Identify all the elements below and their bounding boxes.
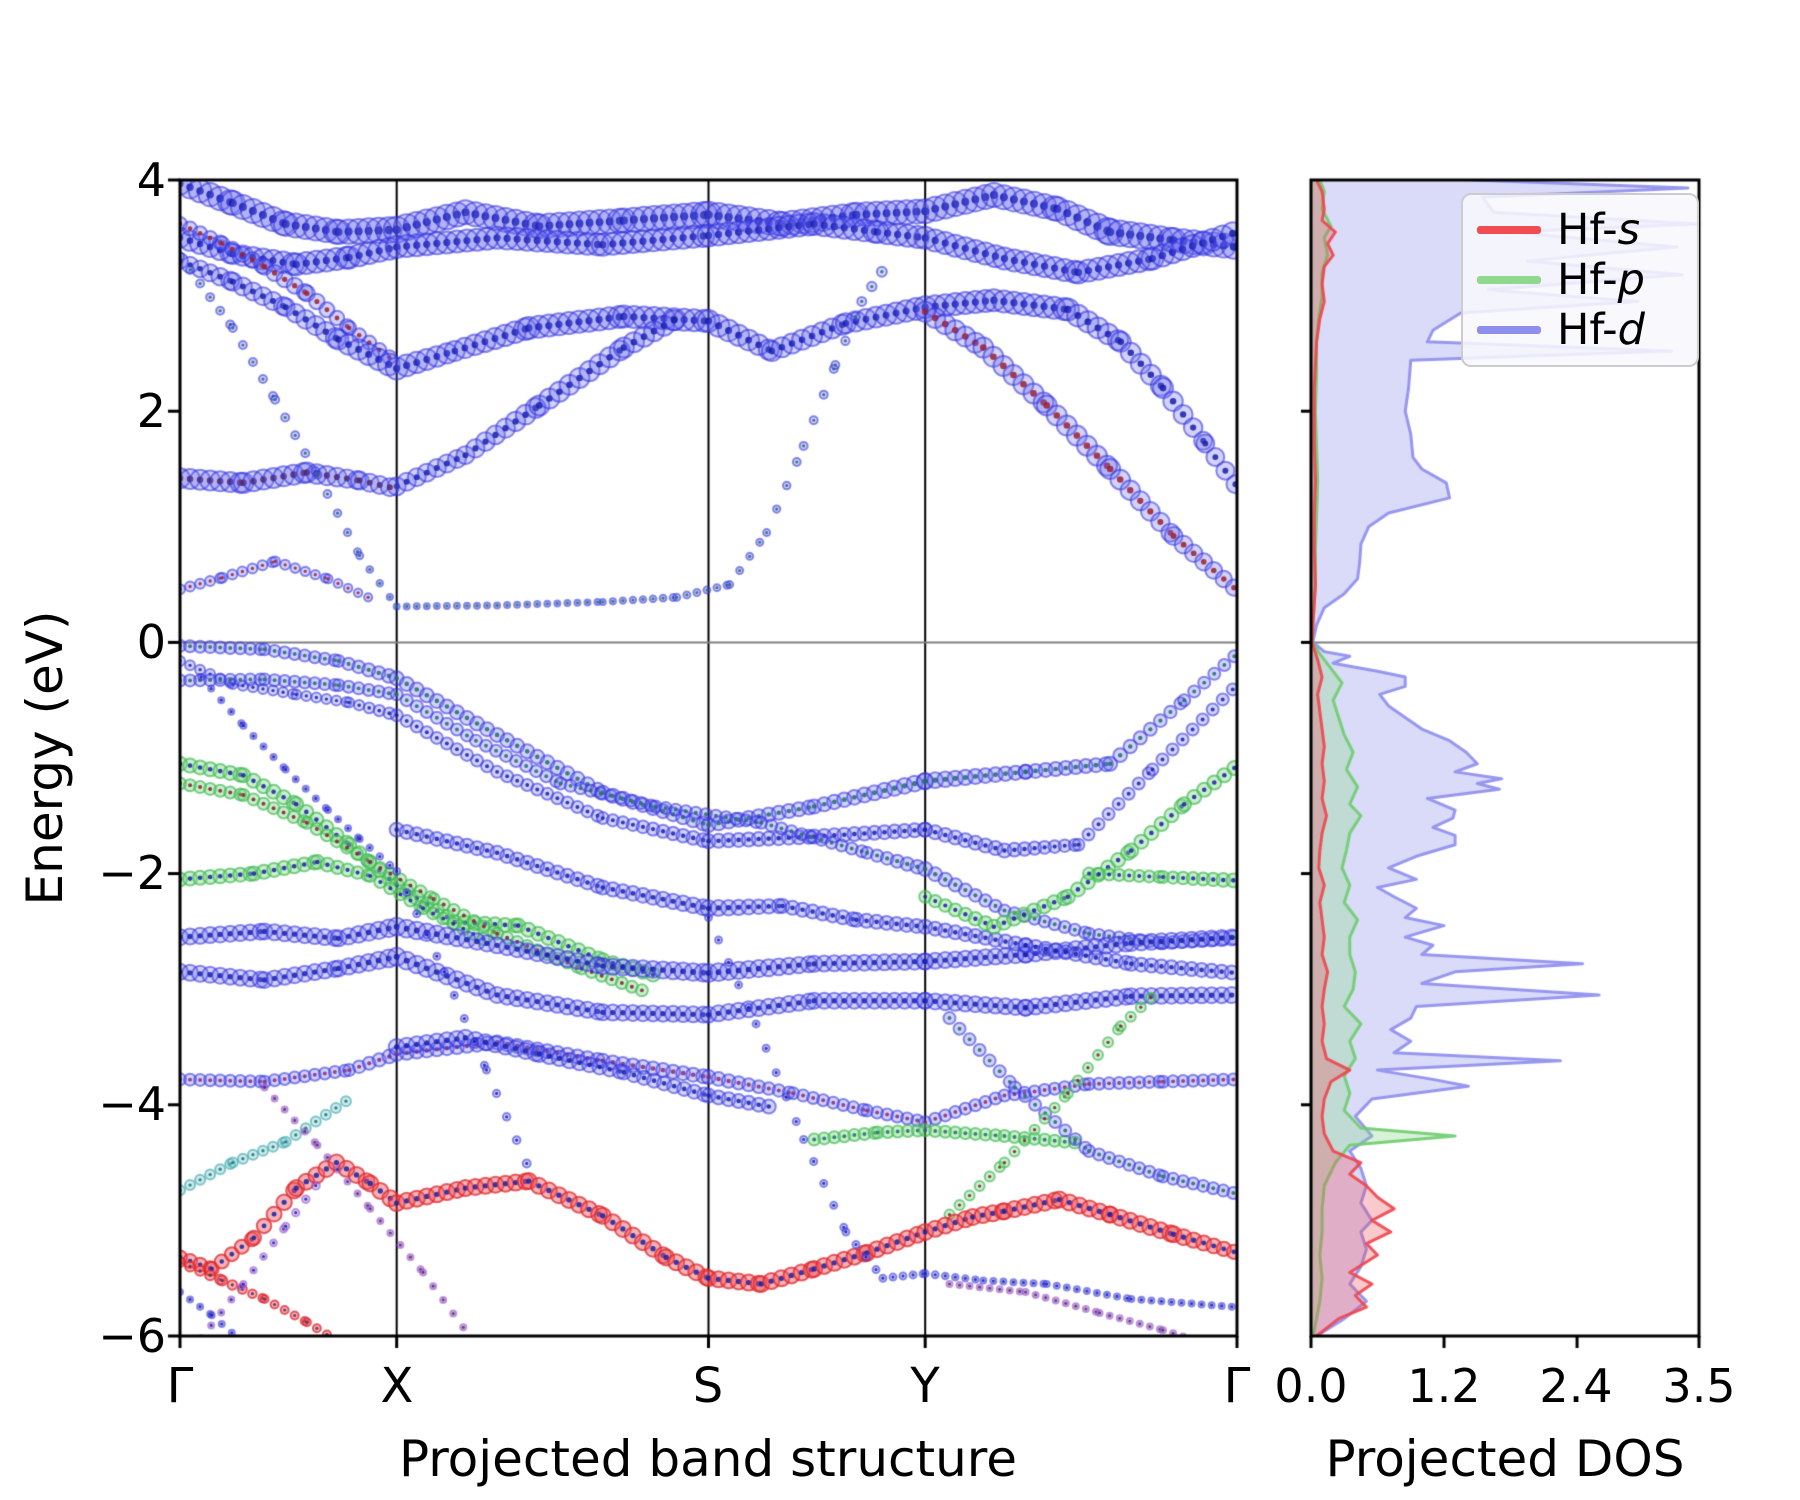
legend-item-hf-s: Hf-s (1477, 205, 1685, 255)
ktick-s: S (692, 1358, 724, 1414)
ktick-gamma-right: Γ (1223, 1358, 1251, 1414)
ytick-neg4: −4 (98, 1077, 166, 1131)
ytick-0: 0 (136, 615, 166, 669)
legend: Hf-s Hf-p Hf-d (1461, 193, 1699, 367)
hf-p-label: Hf-p (1557, 255, 1645, 305)
hf-p-line-swatch (1477, 276, 1541, 284)
dos-xtick-1.2: 1.2 (1407, 1359, 1481, 1413)
ytick-4: 4 (136, 153, 166, 207)
hf-s-label: Hf-s (1557, 205, 1641, 255)
dos-xtick-2.4: 2.4 (1539, 1359, 1613, 1413)
ytick-neg6: −6 (98, 1309, 166, 1363)
hf-d-label: Hf-d (1557, 305, 1645, 355)
band-xaxis-label: Projected band structure (398, 1430, 1018, 1488)
ktick-gamma-left: Γ (166, 1358, 194, 1414)
dos-xtick-0.0: 0.0 (1274, 1359, 1348, 1413)
ktick-y: Y (910, 1358, 940, 1414)
dos-xaxis-label: Projected DOS (1325, 1430, 1685, 1488)
ytick-neg2: −2 (98, 846, 166, 900)
hf-s-line-swatch (1477, 226, 1541, 234)
energy-axis-label: Energy (eV) (16, 610, 74, 906)
legend-item-hf-d: Hf-d (1477, 305, 1685, 355)
hf-d-line-swatch (1477, 326, 1541, 334)
ktick-x: X (380, 1358, 414, 1414)
dos-xtick-3.5: 3.5 (1662, 1359, 1736, 1413)
ytick-2: 2 (136, 384, 166, 438)
legend-item-hf-p: Hf-p (1477, 255, 1685, 305)
